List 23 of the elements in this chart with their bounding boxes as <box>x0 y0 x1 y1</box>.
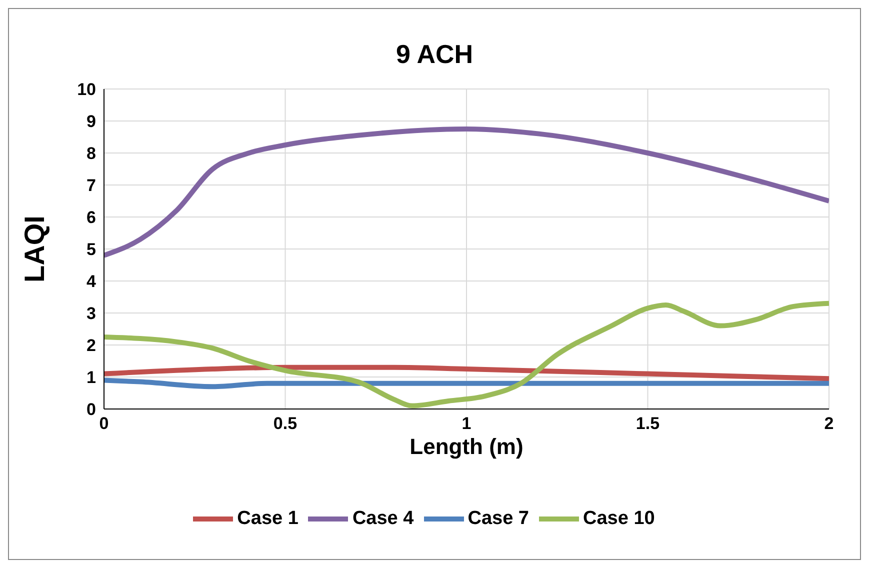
x-tick-label: 1.5 <box>636 414 660 434</box>
y-tick-label: 7 <box>86 176 96 196</box>
x-tick-label: 0 <box>99 414 109 434</box>
y-tick-label: 3 <box>86 304 96 324</box>
y-tick-label: 1 <box>86 368 96 388</box>
y-tick-label: 2 <box>86 336 96 356</box>
legend-label: Case 4 <box>352 508 414 530</box>
y-tick-label: 9 <box>86 112 96 132</box>
legend-label: Case 7 <box>468 508 529 530</box>
y-tick-label: 4 <box>86 272 97 292</box>
x-axis-title: Length (m) <box>410 434 524 459</box>
chart-title: 9 ACH <box>394 39 474 71</box>
y-tick-label: 6 <box>86 208 96 228</box>
x-tick-label: 0.5 <box>273 414 298 434</box>
y-tick-label: 10 <box>77 80 96 100</box>
legend-label: Case 1 <box>237 508 298 530</box>
y-tick-label: 5 <box>86 240 96 260</box>
y-tick-label: 8 <box>86 144 96 164</box>
x-tick-label: 2 <box>824 414 834 434</box>
legend-label: Case 10 <box>583 508 655 530</box>
x-tick-label: 1 <box>462 414 472 434</box>
y-axis-title: LAQI <box>18 216 50 282</box>
y-tick-label: 0 <box>86 400 96 420</box>
